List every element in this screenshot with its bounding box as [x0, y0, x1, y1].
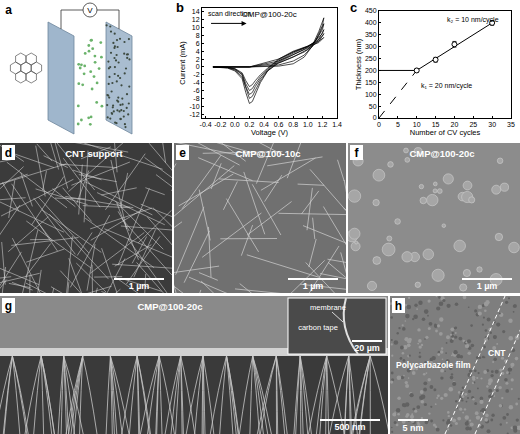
svg-text:0: 0: [377, 121, 381, 128]
svg-text:-12: -12: [189, 111, 199, 118]
svg-text:8: 8: [196, 32, 200, 39]
svg-text:V: V: [87, 6, 93, 15]
svg-text:0: 0: [373, 114, 377, 121]
svg-text:scan direction: scan direction: [208, 10, 251, 17]
svg-text:-0.2: -0.2: [214, 121, 226, 128]
svg-text:10: 10: [413, 121, 421, 128]
svg-text:Thickness (nm): Thickness (nm): [354, 38, 363, 90]
svg-text:-6: -6: [193, 87, 199, 94]
html-text:c: c: [350, 0, 358, 15]
svg-text:-0.4: -0.4: [200, 121, 212, 128]
svg-text:1 µm: 1 µm: [477, 281, 498, 291]
svg-text:5 nm: 5 nm: [402, 423, 423, 433]
svg-text:a: a: [5, 3, 12, 17]
svg-text:6: 6: [196, 40, 200, 47]
svg-text:0.0: 0.0: [230, 121, 240, 128]
svg-text:Number of CV cycles: Number of CV cycles: [410, 128, 481, 137]
svg-text:1.4: 1.4: [332, 121, 342, 128]
svg-text:15: 15: [432, 121, 440, 128]
svg-text:d: d: [5, 146, 12, 160]
svg-text:300: 300: [365, 43, 377, 50]
svg-text:1.0: 1.0: [303, 121, 313, 128]
svg-text:500 nm: 500 nm: [334, 422, 365, 432]
svg-text:Current (mA): Current (mA): [178, 41, 187, 85]
svg-text:200: 200: [365, 67, 377, 74]
html-text:b: b: [176, 0, 184, 15]
svg-text:350: 350: [365, 31, 377, 38]
svg-text:25: 25: [469, 121, 477, 128]
svg-text:20 µm: 20 µm: [354, 343, 380, 353]
svg-text:membrane: membrane: [310, 303, 346, 312]
svg-text:20: 20: [451, 121, 459, 128]
svg-text:Voltage (V): Voltage (V): [251, 128, 289, 137]
svg-text:-8: -8: [193, 95, 199, 102]
svg-text:CNT: CNT: [488, 348, 506, 358]
svg-text:k₂ = 10 nm/cycle: k₂ = 10 nm/cycle: [447, 16, 499, 24]
svg-text:0.4: 0.4: [259, 121, 269, 128]
svg-text:0.8: 0.8: [288, 121, 298, 128]
svg-text:30: 30: [488, 121, 496, 128]
svg-text:e: e: [179, 146, 186, 160]
svg-text:1 µm: 1 µm: [303, 281, 324, 291]
svg-text:0.2: 0.2: [245, 121, 255, 128]
svg-text:CMP@100-20c: CMP@100-20c: [137, 301, 202, 312]
svg-text:g: g: [5, 299, 12, 313]
svg-text:5: 5: [396, 121, 400, 128]
svg-text:-2: -2: [193, 71, 199, 78]
svg-text:h: h: [395, 299, 402, 313]
svg-text:k₁ = 20 nm/cycle: k₁ = 20 nm/cycle: [421, 82, 472, 90]
svg-text:35: 35: [507, 121, 515, 128]
svg-text:carbon tape: carbon tape: [298, 323, 338, 332]
svg-text:1 µm: 1 µm: [129, 281, 150, 291]
svg-text:12: 12: [192, 16, 200, 23]
svg-text:CMP@100-20c: CMP@100-20c: [409, 148, 474, 159]
svg-text:4: 4: [196, 48, 200, 55]
svg-text:250: 250: [365, 55, 377, 62]
svg-text:400: 400: [365, 19, 377, 26]
svg-text:-4: -4: [193, 79, 199, 86]
svg-text:CNT support: CNT support: [65, 148, 123, 159]
svg-text:150: 150: [365, 79, 377, 86]
svg-text:CMP@100-20c: CMP@100-20c: [242, 10, 297, 19]
svg-text:450: 450: [365, 7, 377, 14]
svg-text:-10: -10: [189, 103, 199, 110]
svg-text:100: 100: [365, 91, 377, 98]
svg-text:1.2: 1.2: [318, 121, 328, 128]
svg-text:10: 10: [192, 24, 200, 31]
svg-text:0.6: 0.6: [274, 121, 284, 128]
svg-text:Polycarbazole film: Polycarbazole film: [396, 360, 471, 370]
svg-text:0: 0: [196, 63, 200, 70]
svg-text:14: 14: [192, 8, 200, 15]
svg-text:f: f: [355, 146, 360, 160]
svg-text:CMP@100-10c: CMP@100-10c: [235, 148, 300, 159]
svg-text:50: 50: [369, 103, 377, 110]
svg-text:2: 2: [196, 56, 200, 63]
